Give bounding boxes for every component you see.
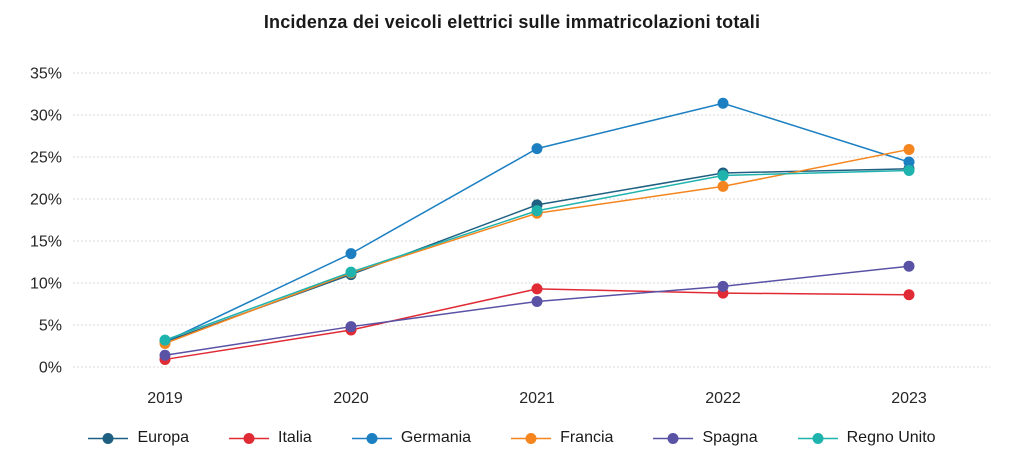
data-point-germania-2021 <box>531 143 543 155</box>
legend-marker-spagna-icon <box>653 432 694 444</box>
legend-item-europa: Europa <box>88 429 189 447</box>
y-axis-tick-label: 30% <box>30 108 62 125</box>
y-axis-tick-label: 25% <box>30 150 62 167</box>
y-axis-tick-label: 15% <box>30 234 62 251</box>
legend-marker-francia-icon <box>511 432 552 444</box>
data-point-regno-unito-2019 <box>159 334 171 346</box>
legend-marker-regno-unito-icon <box>797 432 838 444</box>
legend-label-francia: Francia <box>560 429 614 446</box>
x-axis-tick-label: 2020 <box>333 390 369 407</box>
x-axis-tick-label: 2021 <box>519 390 555 407</box>
legend-label-regno-unito: Regno Unito <box>846 429 936 446</box>
legend-label-italia: Italia <box>278 429 312 446</box>
series-line-francia <box>164 148 910 345</box>
chart-legend: Europa Italia Germania Francia Spagna Regno U… <box>0 429 1024 447</box>
legend-item-spagna: Spagna <box>653 429 758 447</box>
data-point-italia-2023 <box>903 289 915 301</box>
legend-item-regno-unito: Regno Unito <box>797 429 936 447</box>
legend-marker-germania-icon <box>351 432 392 444</box>
data-point-francia-2022 <box>717 180 729 192</box>
data-point-spagna-2021 <box>531 295 543 307</box>
data-point-regno-unito-2023 <box>903 164 915 176</box>
x-axis-tick-label: 2023 <box>891 390 927 407</box>
series-line-europa <box>164 168 910 343</box>
y-axis-tick-label: 5% <box>39 318 62 335</box>
data-point-regno-unito-2020 <box>345 266 357 278</box>
legend-label-germania: Germania <box>400 429 472 446</box>
y-axis-tick-label: 0% <box>39 360 62 377</box>
legend-item-italia: Italia <box>229 429 312 447</box>
series-line-regno-unito <box>164 169 910 341</box>
data-point-spagna-2023 <box>903 260 915 272</box>
legend-marker-europa-icon <box>88 432 129 444</box>
y-axis-tick-label: 35% <box>30 66 62 83</box>
legend-label-europa: Europa <box>137 429 190 446</box>
y-axis-tick-label: 20% <box>30 192 62 209</box>
data-point-spagna-2020 <box>345 321 357 333</box>
data-point-spagna-2022 <box>717 280 729 292</box>
data-point-regno-unito-2021 <box>531 205 543 217</box>
x-axis-tick-label: 2022 <box>705 390 741 407</box>
legend-label-spagna: Spagna <box>702 429 758 446</box>
data-point-francia-2023 <box>903 143 915 155</box>
chart-title: Incidenza dei veicoli elettrici sulle im… <box>263 12 761 32</box>
legend-marker-italia-icon <box>229 432 270 444</box>
data-point-italia-2021 <box>531 283 543 295</box>
y-axis-tick-label: 10% <box>30 276 62 293</box>
data-point-germania-2020 <box>345 248 357 260</box>
data-point-spagna-2019 <box>159 349 171 361</box>
data-point-germania-2023 <box>903 156 915 168</box>
data-point-regno-unito-2022 <box>717 169 729 181</box>
legend-item-francia: Francia <box>511 429 613 447</box>
legend-item-germania: Germania <box>351 429 472 447</box>
data-point-germania-2022 <box>717 97 729 109</box>
x-axis-tick-label: 2019 <box>147 390 183 407</box>
